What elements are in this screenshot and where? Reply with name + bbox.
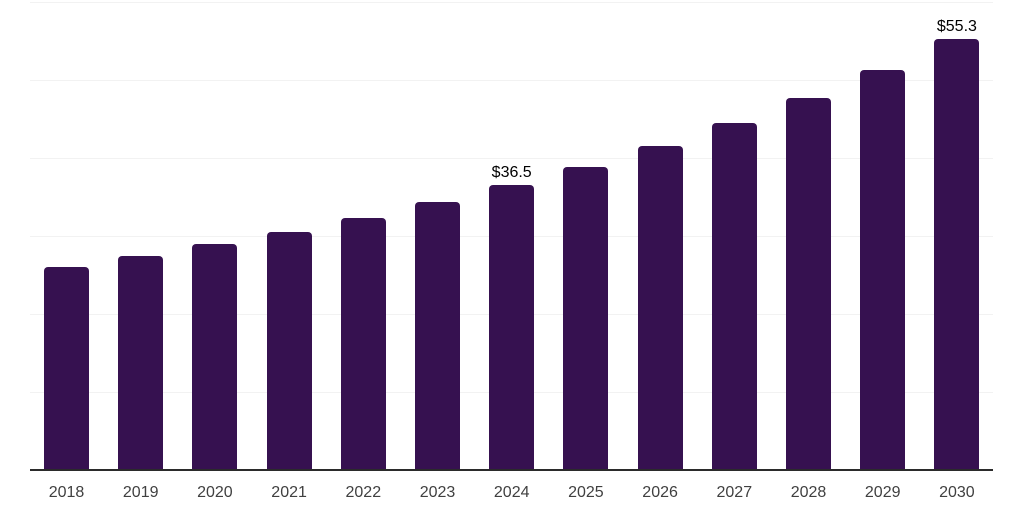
x-tick-2029: 2029	[864, 484, 901, 501]
gridline-50	[30, 80, 993, 81]
data-label-2024: $36.5	[491, 164, 532, 182]
bar-2024	[489, 185, 535, 470]
x-tick-2019: 2019	[122, 484, 159, 501]
x-tick-2030: 2030	[939, 484, 975, 501]
bar-2030	[934, 38, 980, 470]
x-axis-line	[30, 469, 993, 471]
x-tick-2022: 2022	[345, 484, 382, 501]
x-tick-2021: 2021	[271, 484, 307, 501]
data-label-2030: $55.3	[936, 17, 977, 35]
x-tick-2024: 2024	[493, 484, 530, 501]
bar-2028	[786, 97, 831, 470]
bar-2025	[563, 166, 609, 470]
gridline-60	[30, 2, 993, 3]
bar-2018	[44, 267, 89, 470]
bar-2022	[340, 218, 386, 470]
x-tick-2028: 2028	[790, 484, 827, 501]
bar-2027	[711, 122, 757, 470]
x-tick-2020: 2020	[197, 484, 233, 501]
x-tick-2026: 2026	[642, 484, 678, 501]
x-tick-2025: 2025	[568, 484, 604, 501]
x-tick-2027: 2027	[716, 484, 753, 501]
bar-2019	[118, 256, 164, 470]
x-tick-2018: 2018	[48, 484, 85, 501]
bar-2020	[192, 243, 238, 470]
x-tick-2023: 2023	[419, 484, 456, 501]
bar-2026	[637, 145, 683, 470]
bar-2023	[415, 202, 460, 470]
gridline-40	[30, 158, 993, 159]
bar-2021	[266, 232, 312, 470]
bar-2029	[860, 69, 906, 470]
